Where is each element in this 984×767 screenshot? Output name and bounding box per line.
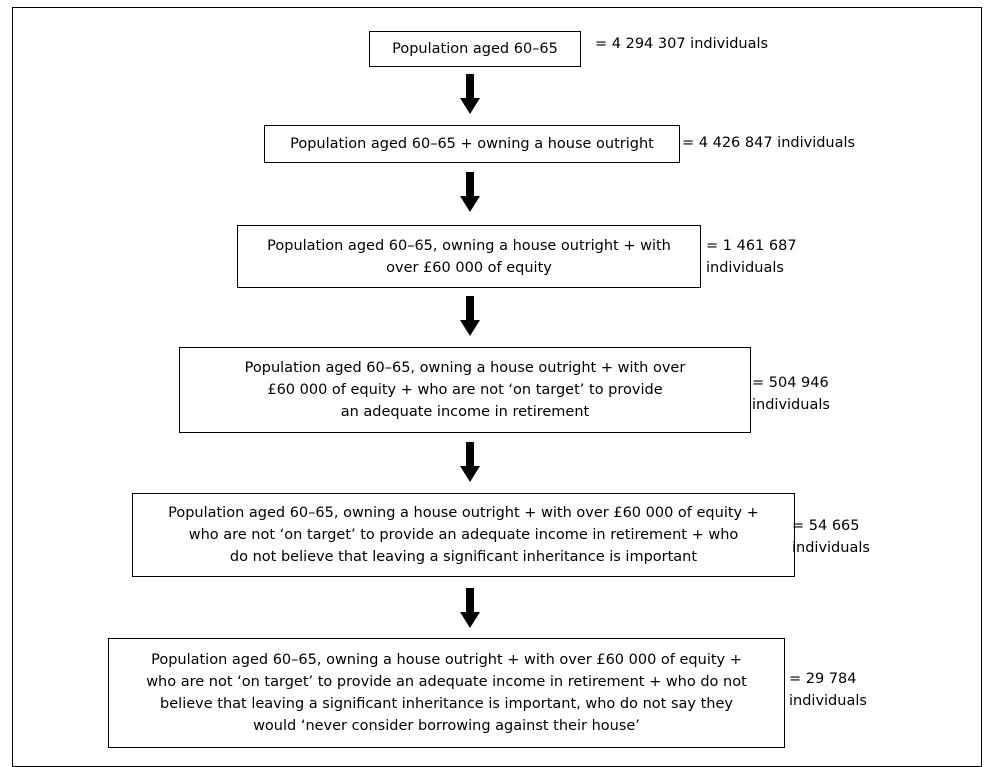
down-arrow-5 [460,588,480,628]
step-2-label: Population aged 60–65 + owning a house o… [290,136,654,152]
down-arrow-3 [460,296,480,336]
step-6-label: Population aged 60–65, owning a house ou… [146,652,747,734]
step-3-count: = 1 461 687 individuals [706,238,797,276]
step-2-count: = 4 426 847 individuals [682,135,856,151]
step-1-box: Population aged 60–65 [369,31,581,67]
step-4-box: Population aged 60–65, owning a house ou… [179,347,751,433]
down-arrow-2 [460,172,480,212]
step-2-box: Population aged 60–65 + owning a house o… [264,125,680,163]
step-4-count: = 504 946 individuals [752,375,830,413]
step-3-box: Population aged 60–65, owning a house ou… [237,225,701,288]
step-1-label: Population aged 60–65 [392,41,558,57]
step-5-count: = 54 665 individuals [792,518,870,556]
step-1-count: = 4 294 307 individuals [595,36,769,52]
down-arrow-4 [460,442,480,482]
step-4-label: Population aged 60–65, owning a house ou… [244,360,686,420]
step-6-box: Population aged 60–65, owning a house ou… [108,638,785,748]
step-5-label: Population aged 60–65, owning a house ou… [168,505,759,565]
step-6-count: = 29 784 individuals [789,671,867,709]
step-5-box: Population aged 60–65, owning a house ou… [132,493,795,577]
down-arrow-1 [460,74,480,114]
step-3-label: Population aged 60–65, owning a house ou… [267,237,671,276]
